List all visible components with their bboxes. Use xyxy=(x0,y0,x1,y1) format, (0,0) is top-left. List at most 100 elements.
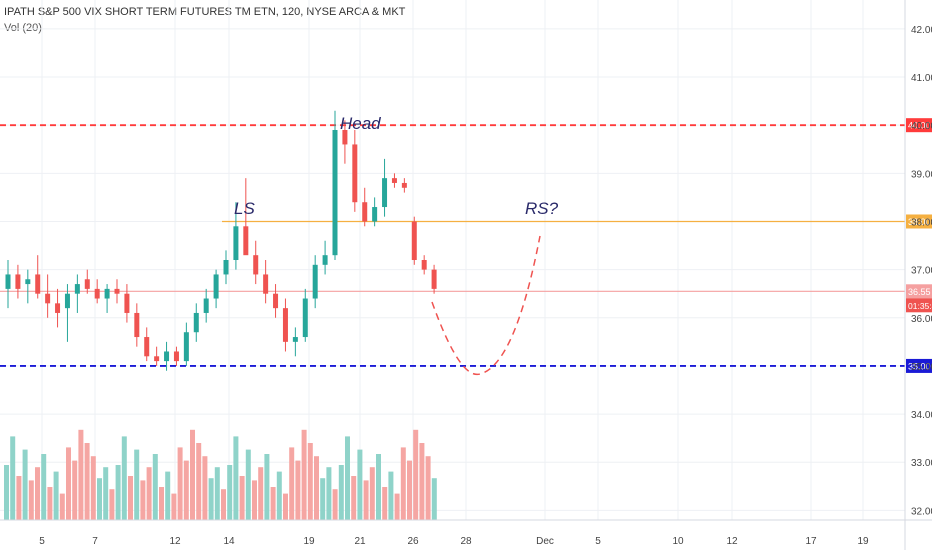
candle-body xyxy=(104,288,110,299)
volume-bar xyxy=(190,429,195,520)
volume-bar xyxy=(146,467,152,520)
candle-body xyxy=(292,337,298,342)
candle-body xyxy=(134,312,140,338)
candle-body xyxy=(391,178,397,183)
volume-bar xyxy=(295,460,301,520)
candle-body xyxy=(5,274,11,289)
y-tick-label: 37.00 xyxy=(911,266,932,277)
candle-body xyxy=(372,207,378,222)
volume-bar xyxy=(22,449,28,520)
volume-bar xyxy=(4,465,9,520)
volume-bar xyxy=(270,487,276,520)
volume-bar xyxy=(345,436,350,520)
volume-bar xyxy=(196,443,202,520)
volume-bar xyxy=(376,454,381,520)
candle-body xyxy=(243,226,249,256)
volume-bar xyxy=(239,476,245,520)
volume-bars xyxy=(4,429,437,520)
x-tick-label: 19 xyxy=(303,536,315,547)
volume-bar xyxy=(41,454,47,520)
x-tick-label: 17 xyxy=(805,536,817,547)
volume-bar xyxy=(115,465,121,520)
candle-body xyxy=(342,130,348,145)
candles xyxy=(5,110,437,371)
x-tick-label: 5 xyxy=(39,536,45,547)
candle-body xyxy=(114,288,120,294)
y-tick-label: 34.00 xyxy=(911,410,932,421)
volume-bar xyxy=(177,447,183,520)
candle-body xyxy=(332,130,338,256)
countdown-label: 01:35:4 xyxy=(908,301,932,311)
volume-bar xyxy=(90,456,96,520)
level-price-tag xyxy=(906,284,932,299)
volume-bar xyxy=(159,487,164,520)
level-price-tag xyxy=(906,118,932,133)
y-tick-label: 42.00 xyxy=(911,25,932,36)
candle-body xyxy=(253,255,259,275)
candle-body xyxy=(302,298,308,338)
volume-bar xyxy=(407,460,412,520)
volume-bar xyxy=(394,493,400,520)
x-tick-label: 14 xyxy=(223,536,235,547)
x-tick-label: 12 xyxy=(169,536,181,547)
candle-body xyxy=(322,255,328,265)
volume-bar xyxy=(369,467,375,520)
level-price-label: 40.00 xyxy=(908,121,931,131)
volume-bar xyxy=(109,489,115,520)
candle-body xyxy=(15,274,21,289)
volume-bar xyxy=(152,454,158,520)
volume-bar xyxy=(258,467,264,520)
volume-bar xyxy=(320,478,326,520)
level-price-tag xyxy=(906,214,932,229)
y-tick-label: 39.00 xyxy=(911,169,932,180)
volume-bar xyxy=(214,467,220,520)
candle-body xyxy=(35,274,41,294)
pattern-label: Head xyxy=(340,114,381,133)
volume-indicator-label[interactable]: Vol (20) xyxy=(4,22,42,34)
candle-body xyxy=(382,178,388,208)
volume-bar xyxy=(134,449,140,520)
candle-body xyxy=(312,264,318,299)
candle-body xyxy=(25,279,31,285)
volume-bar xyxy=(59,493,65,520)
candle-body xyxy=(273,293,279,309)
volume-bar xyxy=(121,436,127,520)
volume-bar xyxy=(338,465,344,520)
x-tick-label: 21 xyxy=(354,536,366,547)
candle-body xyxy=(124,293,130,313)
volume-bar xyxy=(53,471,59,520)
volume-bar xyxy=(16,476,22,520)
chart-title: IPATH S&P 500 VIX SHORT TERM FUTURES TM … xyxy=(4,6,406,18)
y-tick-label: 41.00 xyxy=(911,73,932,84)
volume-bar xyxy=(307,443,313,520)
volume-bar xyxy=(66,447,71,520)
volume-bar xyxy=(332,489,338,520)
volume-bar xyxy=(171,493,177,520)
volume-bar xyxy=(202,456,208,520)
candle-body xyxy=(213,274,219,299)
x-tick-label: 10 xyxy=(672,536,684,547)
volume-bar xyxy=(183,460,189,520)
y-tick-label: 33.00 xyxy=(911,458,932,469)
volume-bar xyxy=(84,443,90,520)
horizontal-levels[interactable]: 40.00 38.00 36.55 35.00 01:35:4 xyxy=(0,118,932,373)
volume-bar xyxy=(97,478,102,520)
volume-bar xyxy=(357,449,363,520)
volume-bar xyxy=(140,480,146,520)
candle-body xyxy=(401,182,407,188)
candle-body xyxy=(55,303,61,313)
y-tick-label: 35.00 xyxy=(911,362,932,373)
volume-bar xyxy=(233,436,239,520)
candle-body xyxy=(352,144,358,203)
volume-bar xyxy=(419,443,425,520)
candle-body xyxy=(74,284,80,294)
pattern-label: RS? xyxy=(525,199,559,218)
volume-bar xyxy=(227,465,233,520)
volume-bar xyxy=(425,456,431,520)
candle-body xyxy=(411,221,417,260)
x-tick-label: 7 xyxy=(92,536,98,547)
pattern-label: LS xyxy=(234,199,255,218)
x-tick-label: 19 xyxy=(857,536,869,547)
